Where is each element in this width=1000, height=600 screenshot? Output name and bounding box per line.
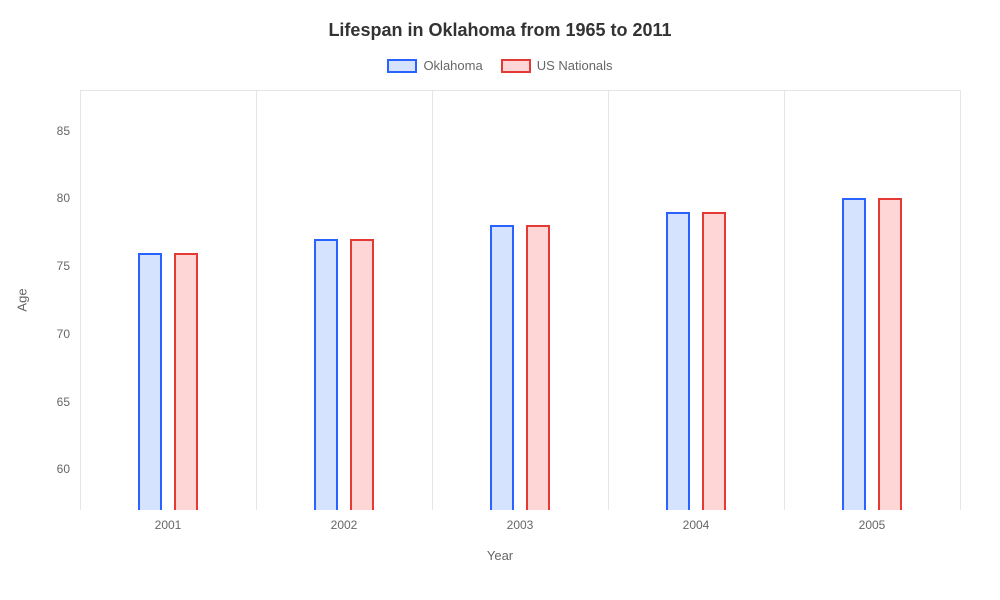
legend-label-oklahoma: Oklahoma: [423, 58, 482, 73]
bar: [174, 253, 198, 510]
bar: [314, 239, 338, 510]
bar: [526, 225, 550, 510]
legend: Oklahoma US Nationals: [0, 58, 1000, 73]
x-tick-label: 2001: [155, 518, 182, 532]
x-tick-label: 2004: [683, 518, 710, 532]
bar: [702, 212, 726, 510]
bar: [350, 239, 374, 510]
y-tick-label: 60: [57, 462, 70, 476]
x-tick-label: 2005: [859, 518, 886, 532]
x-tick-label: 2003: [507, 518, 534, 532]
chart-title: Lifespan in Oklahoma from 1965 to 2011: [0, 20, 1000, 41]
legend-label-us-nationals: US Nationals: [537, 58, 613, 73]
bar: [842, 198, 866, 510]
y-tick-label: 85: [57, 124, 70, 138]
legend-swatch-oklahoma: [387, 59, 417, 73]
x-axis-label: Year: [0, 548, 1000, 563]
chart-container: Lifespan in Oklahoma from 1965 to 2011 O…: [0, 0, 1000, 600]
gridline-vertical: [80, 90, 81, 510]
gridline-vertical: [784, 90, 785, 510]
y-tick-label: 75: [57, 259, 70, 273]
gridline-vertical: [432, 90, 433, 510]
bar: [490, 225, 514, 510]
gridline-vertical: [960, 90, 961, 510]
legend-item-oklahoma: Oklahoma: [387, 58, 482, 73]
gridline-vertical: [608, 90, 609, 510]
y-axis-label: Age: [15, 288, 30, 311]
bar: [138, 253, 162, 510]
x-tick-label: 2002: [331, 518, 358, 532]
plot-area: 60657075808520012002200320042005: [80, 90, 960, 510]
y-tick-label: 70: [57, 327, 70, 341]
y-tick-label: 65: [57, 395, 70, 409]
legend-item-us-nationals: US Nationals: [501, 58, 613, 73]
bar: [666, 212, 690, 510]
bar: [878, 198, 902, 510]
gridline-top: [80, 90, 960, 91]
legend-swatch-us-nationals: [501, 59, 531, 73]
gridline-vertical: [256, 90, 257, 510]
y-tick-label: 80: [57, 191, 70, 205]
